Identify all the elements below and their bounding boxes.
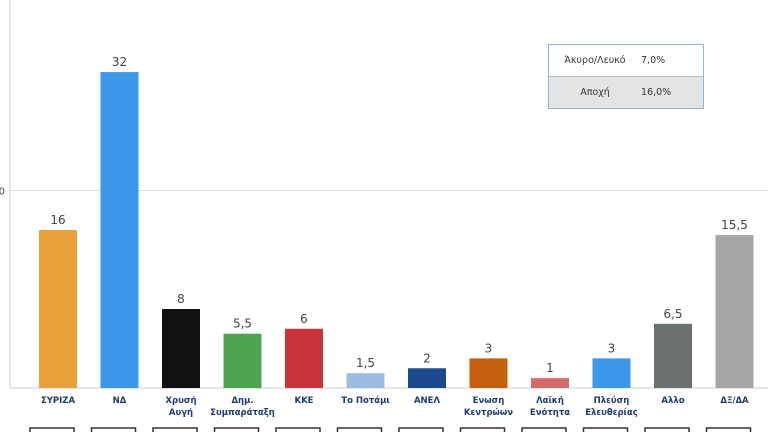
summary-table: Άκυρο/Λευκό 7,0% Αποχή 16,0%: [548, 44, 704, 109]
bar: [592, 358, 631, 388]
legend-box: [644, 427, 690, 432]
x-tick-label: Ενωση Κεντρώων: [463, 396, 514, 418]
value-label: 5,5: [233, 317, 252, 331]
x-tick-label: Αλλο: [661, 396, 685, 406]
value-label: 1,5: [356, 356, 375, 370]
bar: [469, 358, 508, 388]
bar: [162, 309, 200, 388]
x-tick-label: ΣΥΡΙΖΑ: [40, 396, 76, 406]
value-label: 2: [423, 351, 431, 365]
value-label: 8: [177, 292, 185, 306]
legend-box: [521, 427, 567, 432]
value-label: 32: [112, 55, 127, 69]
legend-box: [398, 427, 444, 432]
legend-box: [275, 427, 321, 432]
table-row: Αποχή 16,0%: [549, 76, 703, 108]
table-cell: 16,0%: [641, 87, 672, 98]
table-cell: 7,0%: [641, 55, 666, 66]
value-label: 15,5: [721, 218, 748, 232]
legend-box: [152, 427, 198, 432]
x-tick-label: ΝΔ: [112, 396, 127, 406]
x-tick-label: Δημ. Συμπαράταξη: [210, 396, 275, 418]
legend-box: [582, 427, 629, 432]
x-tick-label: ΚΚΕ: [294, 396, 314, 406]
bar: [39, 230, 77, 388]
value-label: 3: [485, 341, 493, 355]
bar: [285, 328, 323, 388]
value-label: 1: [546, 361, 554, 375]
legend-box: [336, 427, 383, 432]
value-label: 3: [608, 341, 616, 355]
bar: [408, 368, 446, 388]
legend-box: [459, 427, 506, 432]
bar: [100, 72, 139, 389]
table-cell: Αποχή: [580, 87, 610, 98]
bar: [223, 333, 262, 388]
x-tick-label: Πλεύση Ελευθερίας: [585, 396, 638, 418]
table-row: Άκυρο/Λευκό 7,0%: [549, 45, 703, 76]
legend-box: [213, 427, 260, 432]
bar: [654, 323, 692, 388]
value-label: 6,5: [663, 307, 682, 321]
y-tick-label: 20: [0, 187, 5, 198]
legend-box: [705, 427, 752, 432]
legend-box: [29, 427, 75, 432]
value-label: 16: [50, 213, 65, 227]
bar: [715, 234, 754, 388]
bar: [346, 373, 385, 388]
x-tick-label: ΔΞ/ΔΑ: [720, 396, 749, 406]
x-tick-label: Το Ποτάμι: [341, 396, 390, 406]
legend-box: [90, 427, 137, 432]
value-label: 6: [300, 312, 308, 326]
x-tick-label: ΑΝΕΛ: [413, 396, 441, 406]
x-tick-label: Χρυσή Αυγή: [165, 396, 197, 418]
x-tick-label: Λαϊκή Ενότητα: [529, 396, 571, 418]
bar: [531, 378, 569, 388]
table-cell: Άκυρο/Λευκό: [564, 55, 626, 66]
